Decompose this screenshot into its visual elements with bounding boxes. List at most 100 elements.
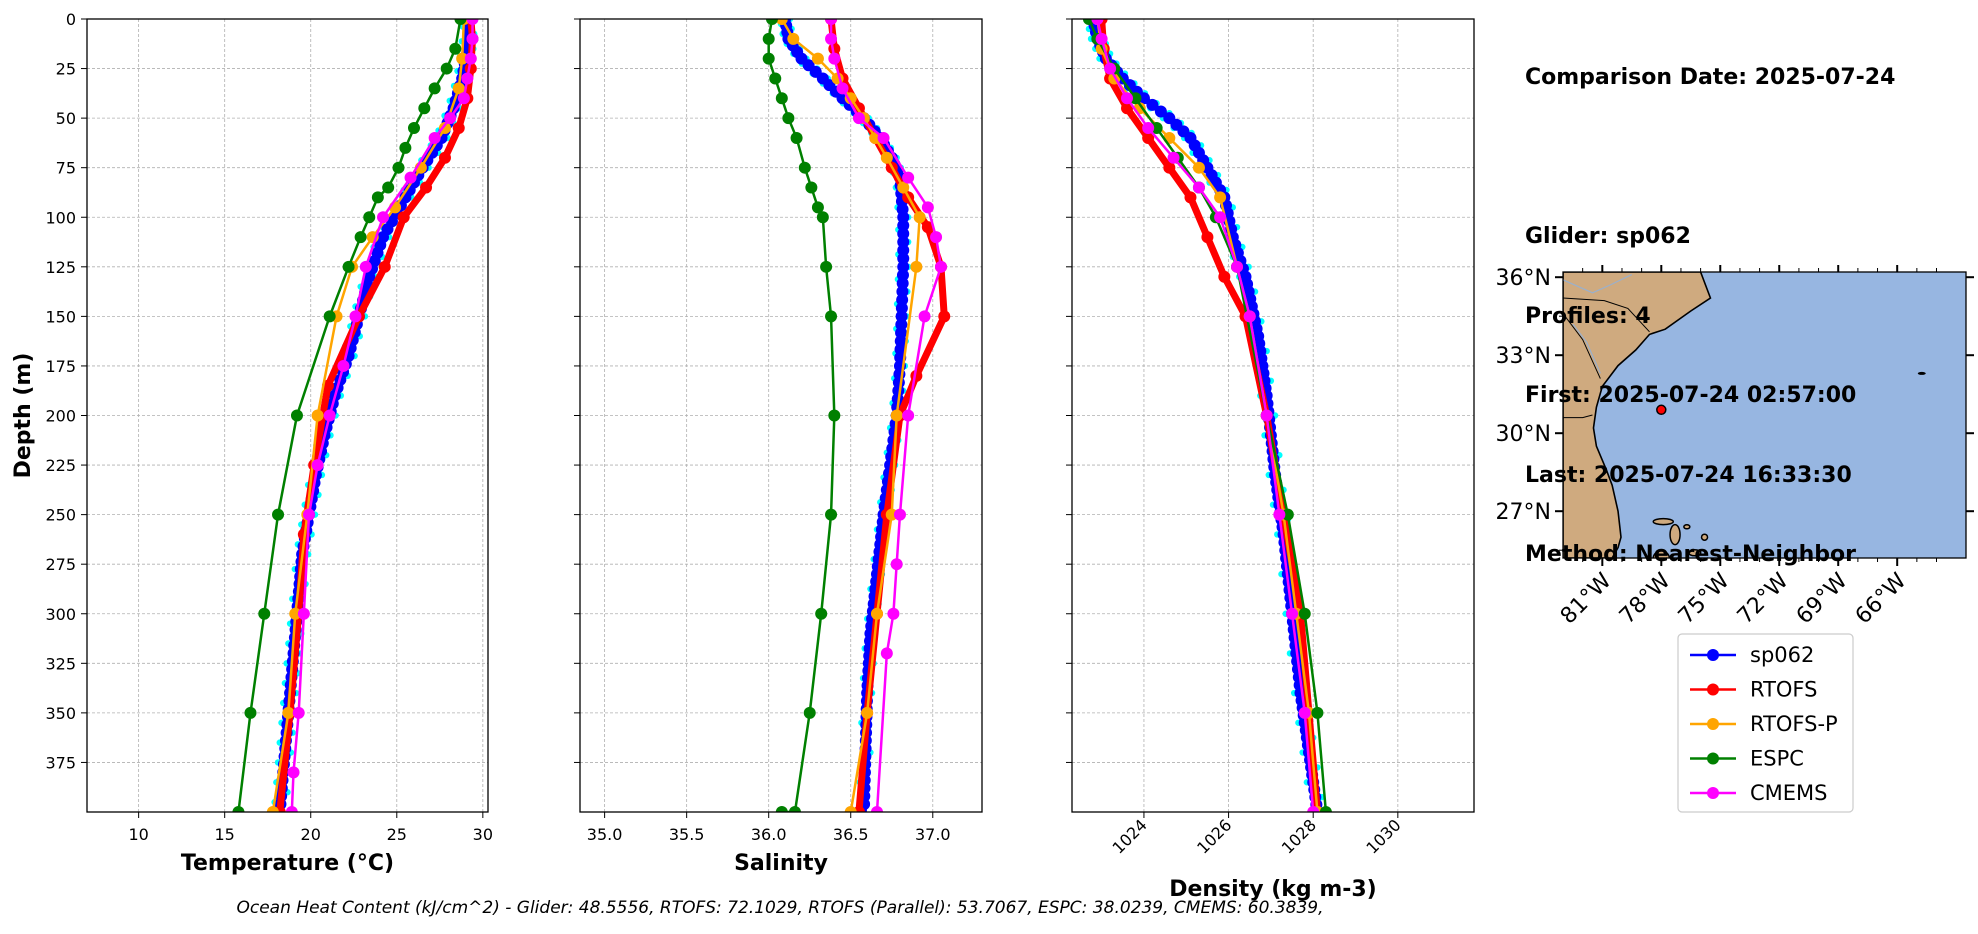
plot-area — [1082, 19, 1332, 812]
x-tick-label: 15 — [215, 825, 235, 844]
data-point — [440, 62, 453, 75]
data-point — [820, 260, 833, 273]
data-point — [897, 244, 910, 257]
data-point — [870, 806, 883, 812]
legend: sp062 RTOFS RTOFS-P ESPC CMEMS — [1677, 633, 1854, 813]
data-point — [444, 112, 457, 125]
data-point — [815, 607, 828, 620]
method-label: Method: Nearest-Neighbor — [1525, 542, 1856, 567]
map-frame — [1562, 271, 1967, 559]
data-point — [377, 211, 390, 224]
glider-profiles-cloud — [1083, 19, 1325, 801]
x-tick-label: 30 — [473, 825, 493, 844]
x-tick-label: 37.0 — [915, 825, 951, 844]
series-sp062 — [1087, 19, 1323, 812]
data-point — [1150, 122, 1163, 135]
data-point — [913, 211, 926, 224]
data-point — [337, 359, 350, 372]
data-point — [828, 52, 841, 65]
data-point — [918, 310, 931, 323]
y-tick-label: 50 — [56, 109, 76, 128]
data-point — [890, 409, 903, 422]
data-point — [893, 508, 906, 521]
river — [1572, 323, 1601, 374]
data-point — [407, 122, 420, 135]
data-point — [880, 151, 893, 164]
data-point — [1184, 191, 1197, 204]
data-point — [897, 227, 910, 240]
data-point — [454, 19, 467, 25]
data-point — [1307, 806, 1320, 812]
data-point — [1142, 131, 1155, 144]
data-point — [349, 310, 362, 323]
y-tick-label: 100 — [45, 208, 76, 227]
data-point — [457, 92, 470, 105]
data-point — [788, 806, 801, 812]
y-tick-label: 150 — [45, 307, 76, 326]
data-point — [885, 508, 898, 521]
data-point — [1192, 181, 1205, 194]
data-point — [359, 260, 372, 273]
data-point — [877, 131, 890, 144]
y-tick-label: 375 — [45, 753, 76, 772]
data-point — [870, 607, 883, 620]
island — [1683, 524, 1691, 530]
data-point — [272, 508, 285, 521]
y-tick-label: 200 — [45, 407, 76, 426]
legend-label: sp062 — [1750, 643, 1814, 667]
data-point — [902, 409, 915, 422]
last-time: Last: 2025-07-24 16:33:30 — [1525, 462, 1852, 488]
data-point — [825, 310, 838, 323]
data-point — [311, 409, 324, 422]
data-point — [438, 151, 451, 164]
data-point — [1201, 231, 1214, 244]
data-point — [934, 260, 947, 273]
data-point — [466, 19, 479, 25]
data-point — [289, 607, 302, 620]
data-point — [1273, 508, 1286, 521]
data-point — [930, 231, 943, 244]
data-point — [1192, 161, 1205, 174]
data-point — [1298, 706, 1311, 719]
map-lat-label: 30°N — [1496, 422, 1551, 447]
data-point — [285, 806, 298, 812]
data-point — [1214, 211, 1227, 224]
data-point — [461, 72, 474, 85]
data-point — [1167, 151, 1180, 164]
data-point — [825, 32, 838, 45]
legend-marker — [1707, 787, 1719, 799]
x-tick-label: 35.0 — [587, 825, 623, 844]
series-espc — [762, 19, 841, 812]
data-point — [323, 409, 336, 422]
data-point — [1142, 122, 1155, 135]
y-tick-label: 175 — [45, 357, 76, 376]
data-point — [816, 211, 829, 224]
x-axis-label: Density (kg m-3) — [1169, 877, 1377, 902]
legend-item-espc: ESPC — [1690, 747, 1804, 771]
data-point — [452, 82, 465, 95]
legend-marker — [1707, 718, 1719, 730]
data-point — [438, 122, 451, 135]
map-lat-label: 33°N — [1496, 344, 1551, 369]
x-axis-label: Salinity — [734, 851, 828, 876]
series-cmems — [285, 19, 479, 812]
island — [1687, 549, 1702, 557]
series-line — [271, 19, 466, 812]
data-point — [297, 607, 310, 620]
data-point — [232, 806, 245, 812]
y-tick-label: 300 — [45, 605, 76, 624]
profiles-count: Profiles: 4 — [1525, 303, 1651, 329]
series-cmems — [1091, 19, 1320, 812]
legend-marker — [1707, 649, 1719, 661]
x-tick-label: 36.0 — [751, 825, 787, 844]
data-point — [287, 766, 300, 779]
island — [1700, 533, 1709, 541]
x-tick-label: 10 — [128, 825, 148, 844]
data-point — [836, 82, 849, 95]
x-tick-label: 20 — [301, 825, 321, 844]
legend-label: RTOFS — [1750, 678, 1817, 702]
data-point — [418, 102, 431, 115]
data-point — [1243, 310, 1256, 323]
legend-label: CMEMS — [1750, 781, 1828, 805]
data-point — [399, 141, 412, 154]
